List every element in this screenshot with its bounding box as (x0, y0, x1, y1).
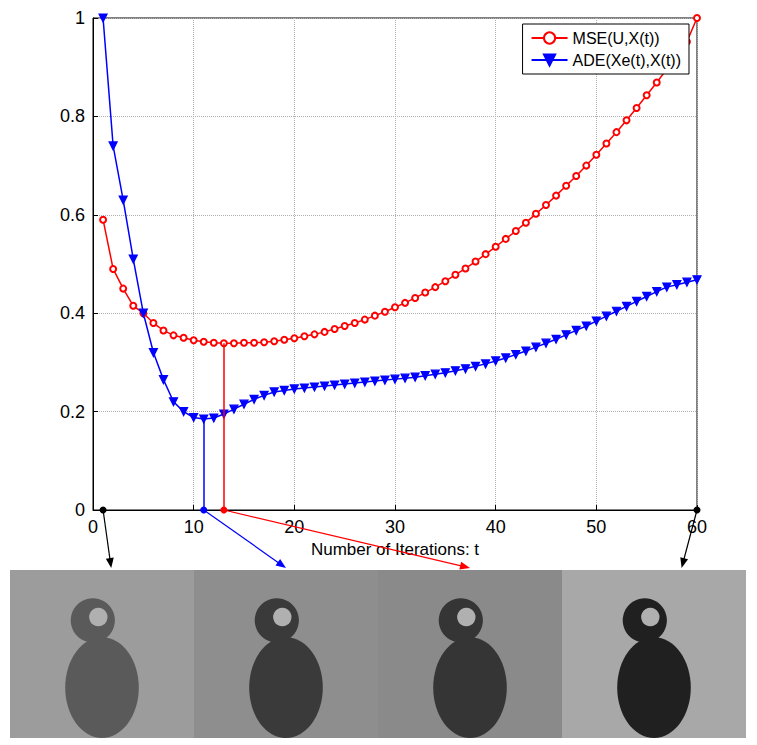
svg-text:0: 0 (88, 517, 98, 537)
svg-text:ADE(Xe(t),X(t)): ADE(Xe(t),X(t)) (573, 52, 681, 69)
svg-text:0.8: 0.8 (60, 106, 85, 126)
svg-text:50: 50 (586, 517, 606, 537)
svg-text:MSE(U,X(t)): MSE(U,X(t)) (573, 30, 660, 47)
svg-text:10: 10 (184, 517, 204, 537)
svg-text:0.6: 0.6 (60, 205, 85, 225)
svg-text:0: 0 (75, 500, 85, 520)
svg-text:20: 20 (284, 517, 305, 537)
svg-text:30: 30 (385, 517, 405, 537)
svg-text:Number of Iterations: t: Number of Iterations: t (311, 540, 479, 559)
svg-text:1: 1 (75, 8, 85, 28)
svg-text:40: 40 (486, 517, 506, 537)
svg-text:60: 60 (687, 517, 707, 537)
svg-text:0.4: 0.4 (60, 303, 85, 323)
svg-text:0.2: 0.2 (60, 402, 85, 422)
